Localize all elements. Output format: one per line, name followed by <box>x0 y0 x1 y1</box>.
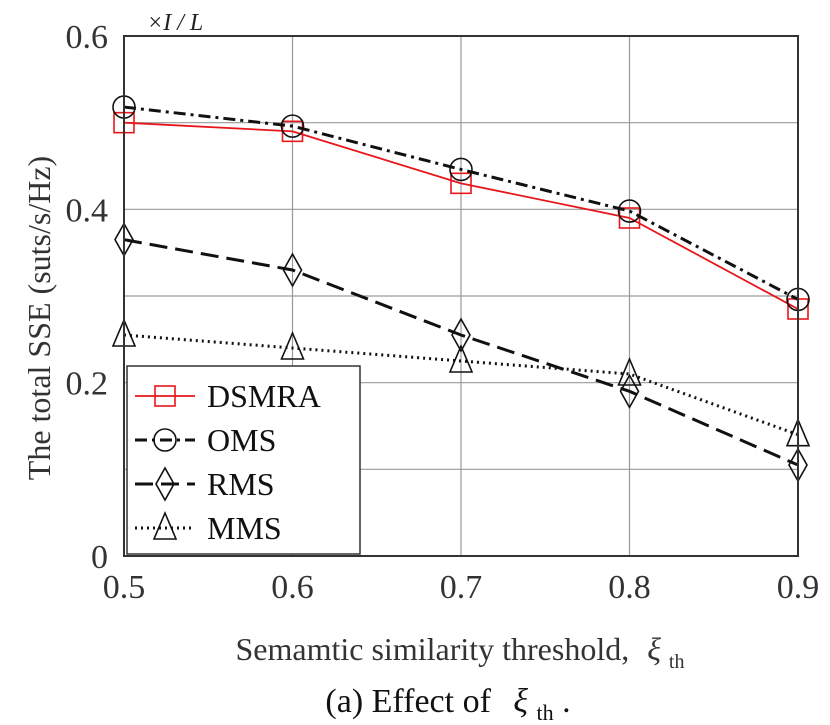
series-line-oms <box>123 105 799 301</box>
legend-item-oms: OMS <box>135 422 276 458</box>
legend-label-mms: MMS <box>207 510 282 546</box>
legend-label-rms: RMS <box>207 466 275 502</box>
caption-symbol: ξ <box>513 683 528 720</box>
legend-label-dsmra: DSMRA <box>207 378 321 414</box>
caption-text: (a) Effect of <box>325 683 491 720</box>
caption: (a) Effect of ξ th . <box>325 683 570 725</box>
x-tick-label: 0.7 <box>440 569 483 606</box>
x-tick-label: 0.6 <box>271 569 314 606</box>
legend-marker-rms <box>155 466 175 502</box>
series-layer <box>111 95 811 483</box>
series-line-rms <box>123 238 799 467</box>
data-point-rms <box>619 373 640 409</box>
y-tick-label: 0.4 <box>66 192 109 229</box>
data-point-oms <box>280 114 305 138</box>
plot-frame <box>123 35 799 557</box>
legend-marker-mms <box>152 510 178 540</box>
x-axis-label-text: Semamtic similarity threshold, <box>236 631 630 667</box>
data-point-dsmra <box>450 172 472 195</box>
legend-item-dsmra: DSMRA <box>135 378 321 414</box>
data-point-rms <box>282 252 303 288</box>
x-tick-label: 0.9 <box>777 569 820 606</box>
x-tick-label: 0.8 <box>608 569 651 606</box>
series-line-dsmra <box>123 121 799 310</box>
legend-item-rms: RMS <box>135 466 275 502</box>
x-axis-label: Semamtic similarity threshold, ξ th <box>236 631 685 673</box>
y-multiplier: ×I / L <box>147 10 203 36</box>
legend: DSMRA OMS RMS MMS <box>126 365 361 555</box>
data-point-rms <box>451 317 471 353</box>
caption-end: . <box>562 683 571 720</box>
y-tick-label: 0.2 <box>66 366 109 403</box>
data-point-oms <box>449 157 473 182</box>
x-tick-labels: 0.5 0.6 0.7 0.8 0.9 <box>103 569 820 606</box>
x-tick-label: 0.5 <box>103 569 146 606</box>
caption-subscript: th <box>536 700 553 725</box>
y-tick-label: 0.6 <box>66 19 109 56</box>
legend-marker-oms <box>153 428 177 452</box>
data-point-mms <box>617 356 642 386</box>
legend-item-mms: MMS <box>135 510 282 546</box>
data-point-oms <box>617 199 642 223</box>
legend-box <box>126 365 361 555</box>
y-tick-label: 0 <box>91 539 108 576</box>
x-axis-label-subscript: th <box>669 651 685 673</box>
x-axis-label-symbol: ξ <box>647 631 661 667</box>
y-tick-labels: 0 0.2 0.4 0.6 <box>66 19 109 576</box>
legend-marker-dsmra <box>154 385 176 407</box>
legend-label-oms: OMS <box>207 422 276 458</box>
data-point-mms <box>280 330 305 360</box>
y-axis-label: The total SSE (suts/s/Hz) <box>21 156 57 480</box>
data-point-mms <box>448 343 474 373</box>
